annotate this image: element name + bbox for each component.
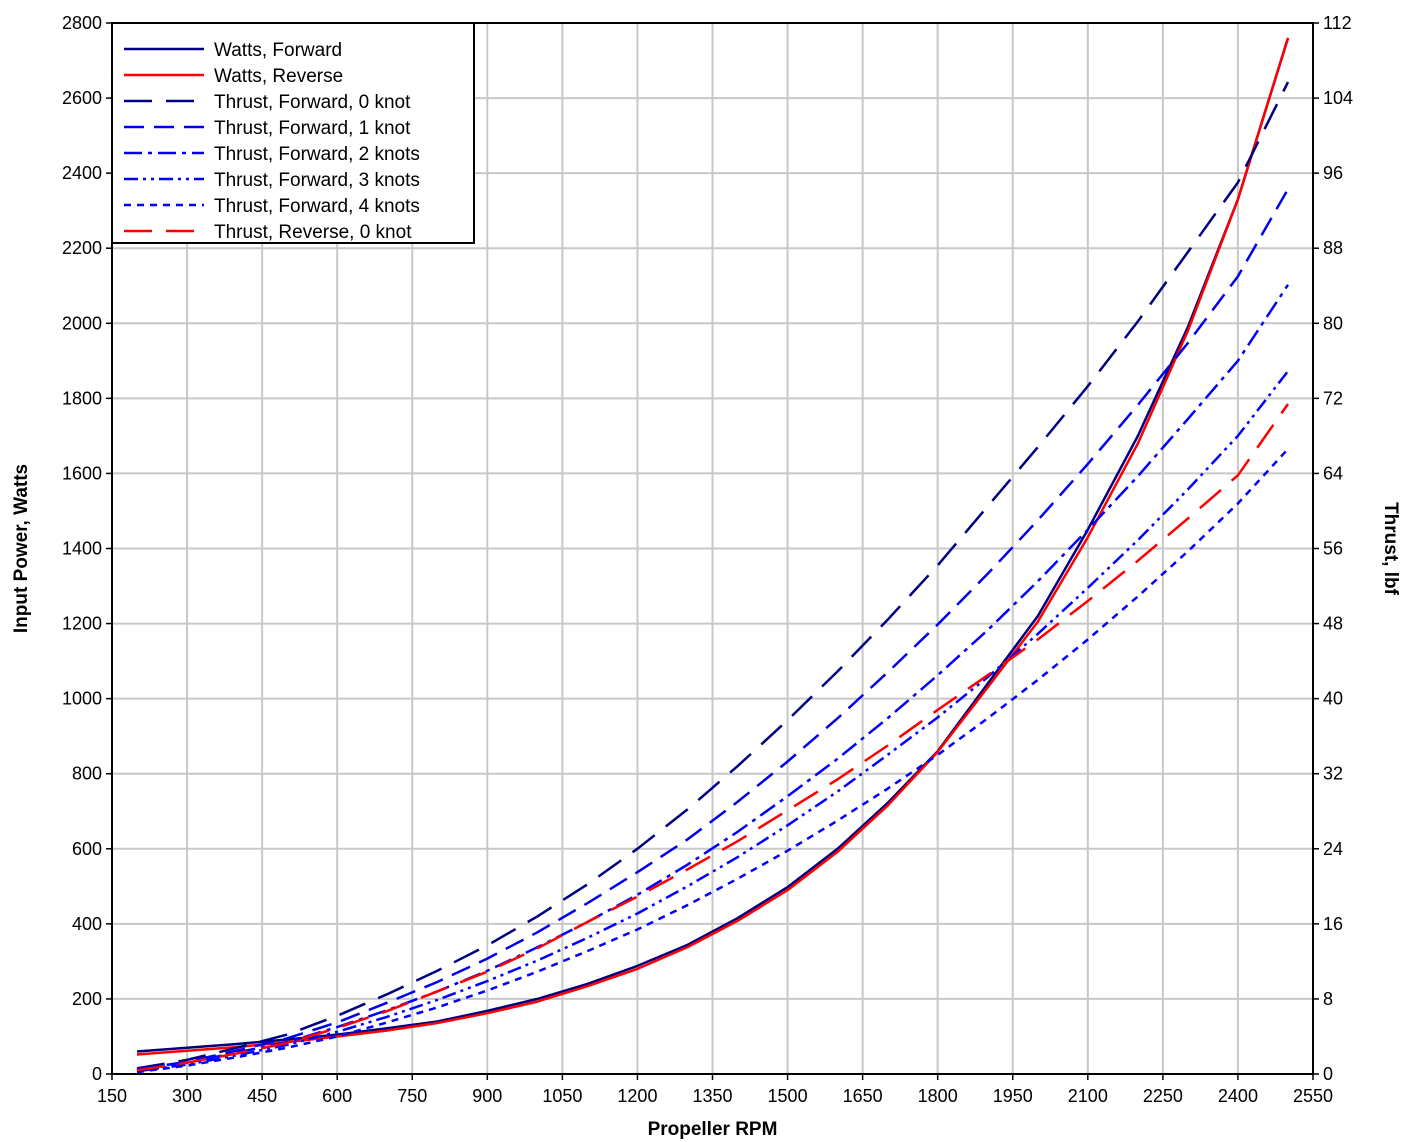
legend-label: Watts, Forward — [214, 40, 342, 61]
y-tick-label: 2400 — [62, 163, 102, 183]
legend-label: Thrust, Reverse, 0 knot — [214, 222, 412, 243]
x-tick-label: 1350 — [692, 1086, 732, 1106]
y-tick-label: 2000 — [62, 313, 102, 333]
x-tick-label: 900 — [472, 1086, 502, 1106]
x-tick-label: 1500 — [768, 1086, 808, 1106]
x-tick-label: 1800 — [918, 1086, 958, 1106]
y2-tick-label: 104 — [1323, 88, 1353, 108]
legend-label: Thrust, Forward, 0 knot — [214, 92, 411, 113]
y-tick-label: 1600 — [62, 463, 102, 483]
y-tick-labels: 0 200 400 600 800 1000 1200 1400 1600 1800 2000 220… — [62, 13, 112, 1084]
y2-tick-label: 48 — [1323, 614, 1343, 634]
series-line-6 — [136, 370, 1289, 1073]
y2-tick-label: 40 — [1323, 689, 1343, 709]
y2-tick-label: 24 — [1323, 839, 1343, 859]
series-line-5 — [136, 284, 1290, 1072]
y2-tick-label: 0 — [1323, 1064, 1333, 1084]
x-tick-label: 1950 — [993, 1086, 1033, 1106]
y-axis-title: Input Power, Watts — [11, 464, 32, 633]
y-tick-label: 2800 — [62, 13, 102, 33]
x-tick-label: 2550 — [1293, 1086, 1333, 1106]
legend-label: Thrust, Forward, 3 knots — [214, 170, 420, 191]
y2-tick-label: 96 — [1323, 163, 1343, 183]
y-tick-label: 2600 — [62, 88, 102, 108]
series-line-3 — [136, 81, 1290, 1070]
y2-tick-label: 88 — [1323, 238, 1343, 258]
y2-tick-label: 80 — [1323, 313, 1343, 333]
x-axis-title: Propeller RPM — [648, 1119, 778, 1140]
y2-tick-labels: 0 8 16 24 32 40 48 56 64 72 80 88 96 104 112 — [1313, 13, 1353, 1084]
y2-axis-title: Thrust, lbf — [1380, 502, 1401, 596]
y-tick-label: 1200 — [62, 614, 102, 634]
y2-tick-label: 64 — [1323, 463, 1343, 483]
x-tick-label: 450 — [247, 1086, 277, 1106]
legend-label: Thrust, Forward, 2 knots — [214, 144, 420, 165]
y-tick-label: 400 — [72, 914, 102, 934]
x-tick-label: 1050 — [542, 1086, 582, 1106]
y-tick-label: 800 — [72, 764, 102, 784]
x-tick-label: 600 — [322, 1086, 352, 1106]
x-tick-label: 2250 — [1143, 1086, 1183, 1106]
y2-tick-label: 112 — [1323, 13, 1352, 33]
y2-tick-label: 56 — [1323, 539, 1343, 559]
legend-label: Thrust, Forward, 1 knot — [214, 118, 411, 139]
x-tick-label: 1650 — [843, 1086, 883, 1106]
series-line-1 — [136, 37, 1290, 1053]
y-tick-label: 1400 — [62, 539, 102, 559]
y2-tick-label: 16 — [1323, 914, 1343, 934]
y-tick-label: 0 — [92, 1064, 102, 1084]
x-tick-label: 1200 — [617, 1086, 657, 1106]
y2-tick-label: 32 — [1323, 764, 1343, 784]
y-tick-label: 1800 — [62, 388, 102, 408]
y-tick-label: 600 — [72, 839, 102, 859]
x-tick-label: 150 — [97, 1086, 127, 1106]
legend-label: Watts, Reverse — [214, 66, 343, 87]
y2-tick-label: 8 — [1323, 989, 1333, 1009]
series-line-4 — [136, 188, 1290, 1071]
x-tick-label: 300 — [172, 1086, 202, 1106]
legend: Watts, Forward Watts, Reverse Thrust, Forw… — [111, 22, 475, 244]
y-tick-label: 1000 — [62, 689, 102, 709]
y-tick-label: 2200 — [62, 238, 102, 258]
y-tick-label: 200 — [72, 989, 102, 1009]
legend-label: Thrust, Forward, 4 knots — [214, 196, 420, 217]
legend-box — [111, 22, 475, 244]
y2-tick-label: 72 — [1323, 388, 1343, 408]
series-line-7 — [136, 448, 1289, 1074]
x-tick-label: 750 — [397, 1086, 427, 1106]
x-tick-label: 2100 — [1068, 1086, 1108, 1106]
x-tick-labels: 150 300 450 600 750 900 1050 1200 1350 1500 1650 18… — [97, 1074, 1333, 1106]
x-tick-label: 2400 — [1218, 1086, 1258, 1106]
series-layer — [136, 37, 1290, 1074]
